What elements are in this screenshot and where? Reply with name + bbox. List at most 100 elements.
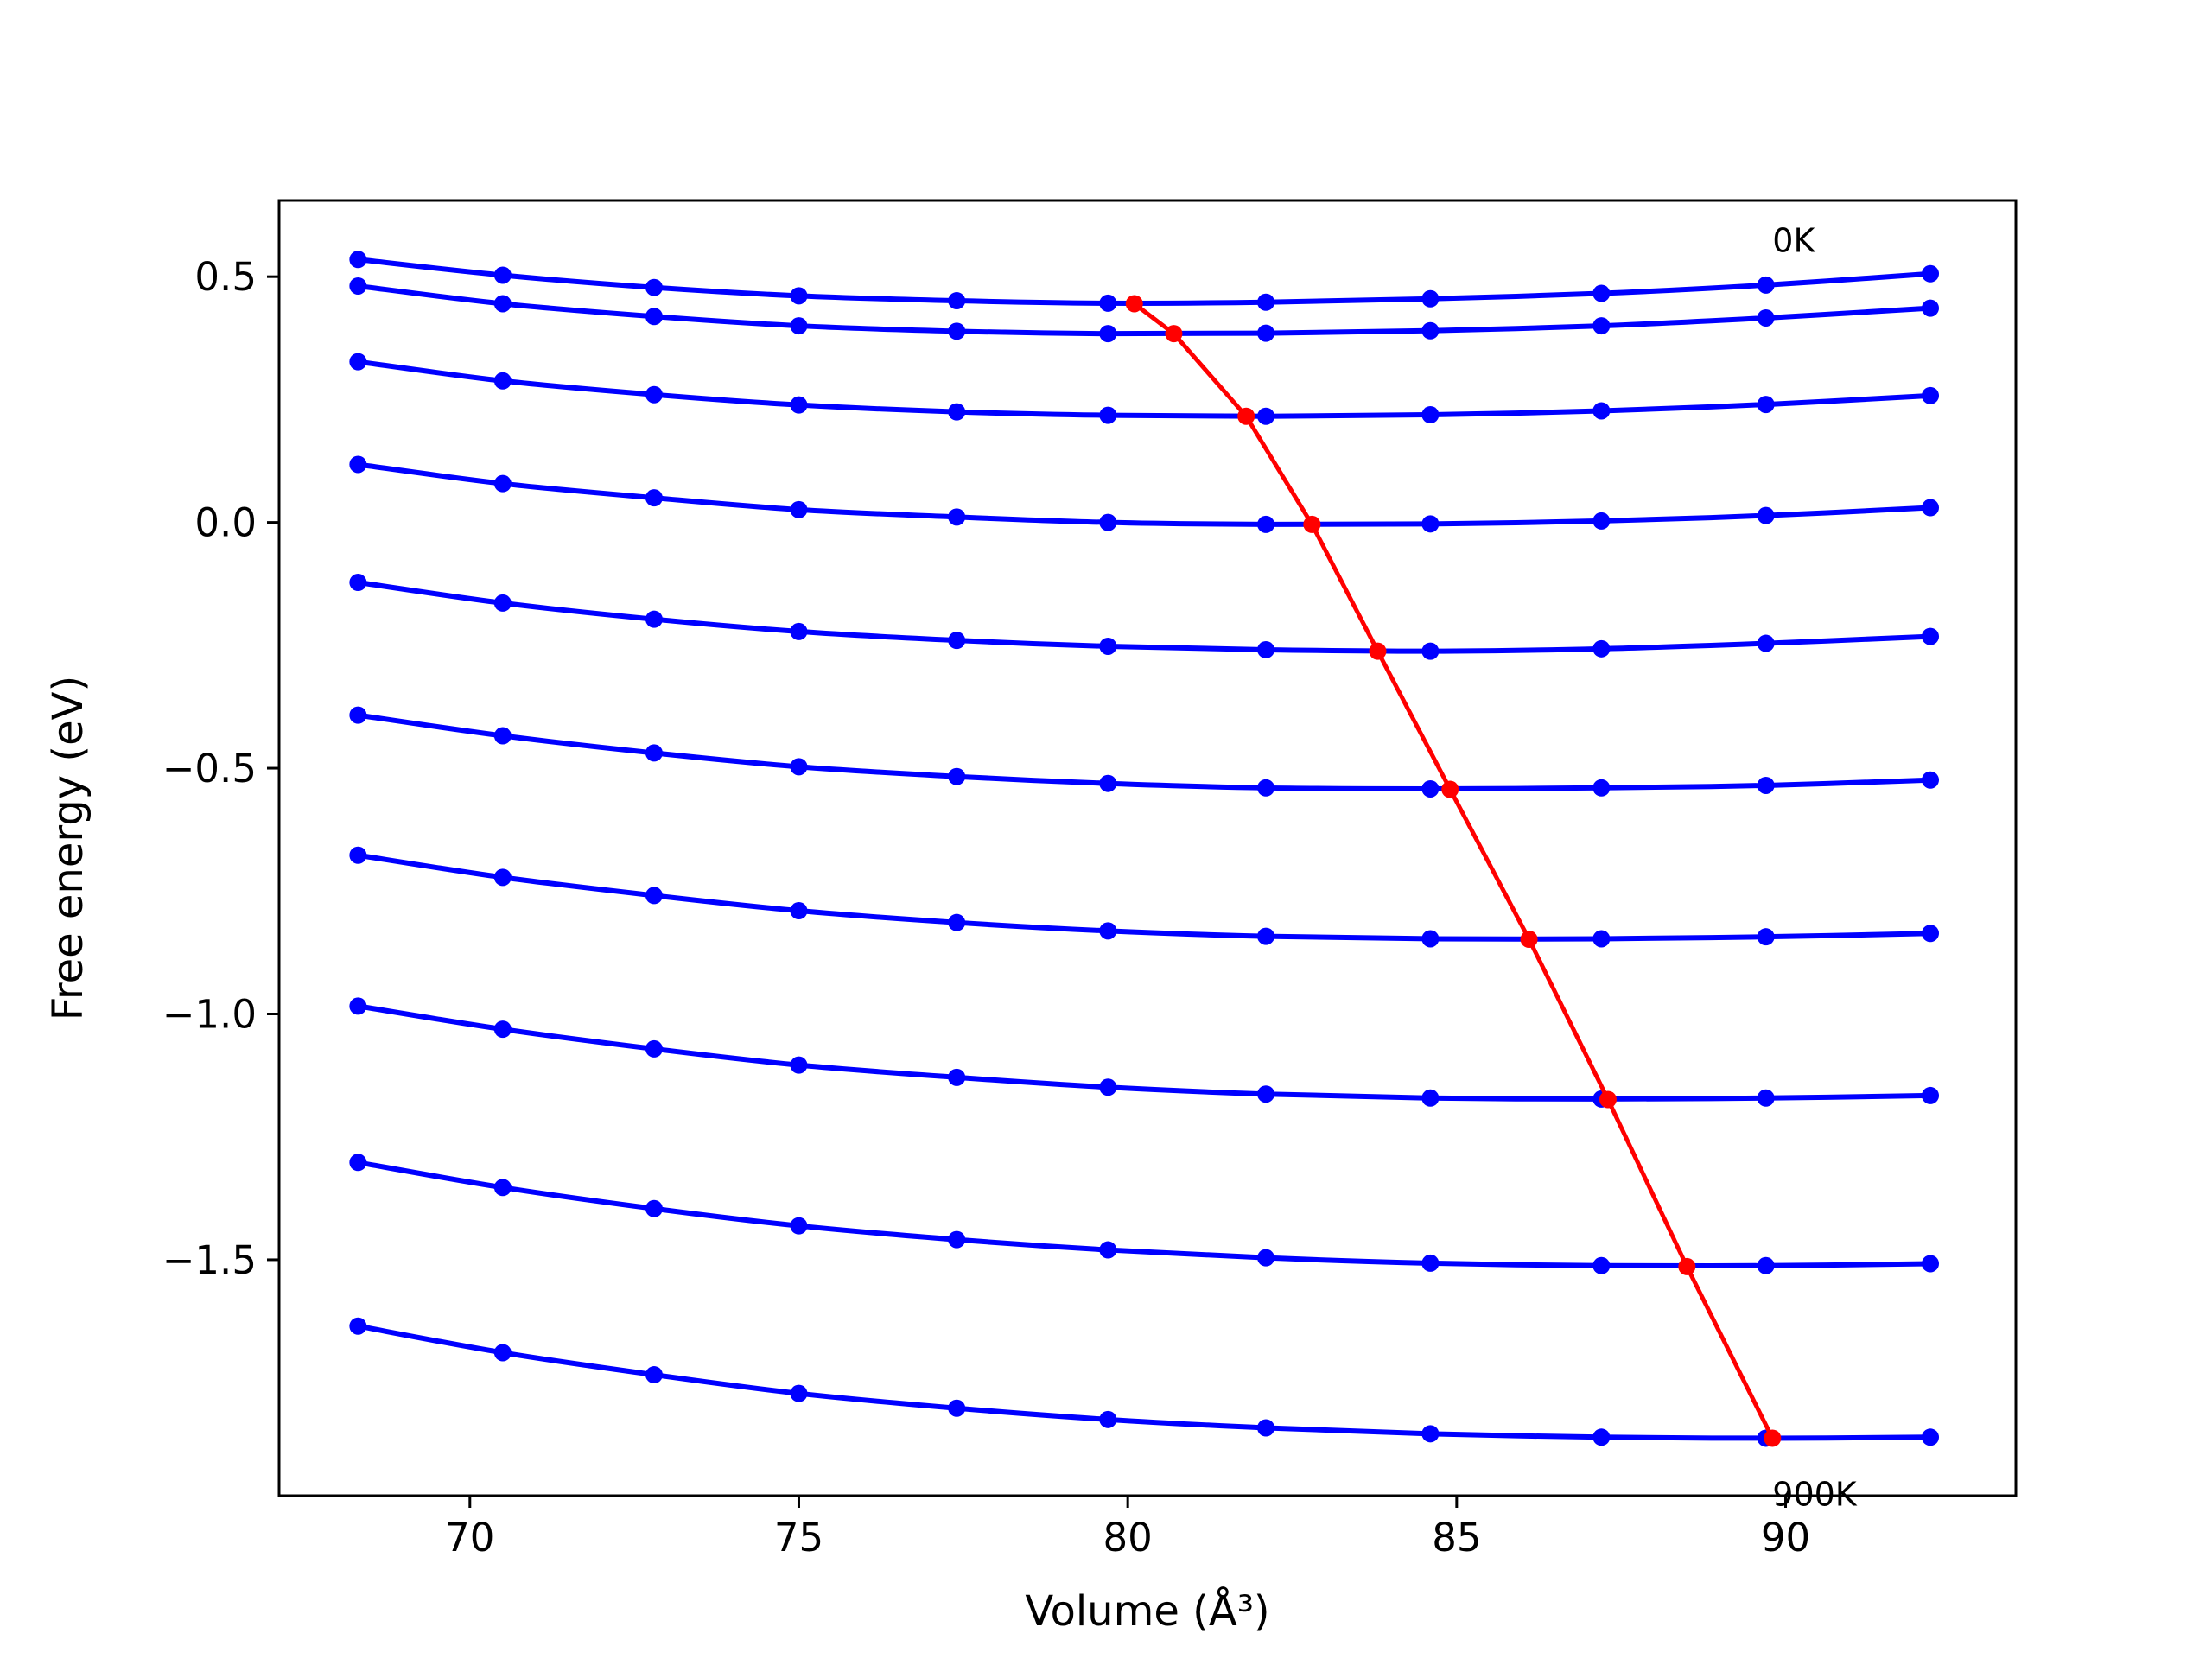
- minimum-point: [1678, 1257, 1696, 1275]
- data-point: [493, 1179, 512, 1197]
- data-point: [1099, 294, 1117, 312]
- data-point: [1257, 515, 1275, 533]
- data-point: [1099, 1241, 1117, 1259]
- data-point: [349, 251, 367, 269]
- energy-curve-1: [358, 257, 1931, 306]
- data-point: [1257, 1085, 1275, 1103]
- data-point: [1922, 386, 1940, 404]
- minimum-point: [1764, 1429, 1782, 1447]
- data-point: [349, 574, 367, 592]
- data-point: [349, 455, 367, 474]
- energy-curve-6: [357, 712, 1931, 791]
- data-point: [948, 292, 966, 310]
- y-axis-label: Free energy (eV): [44, 676, 92, 1020]
- x-axis-ticks: 70 75 80 85 90: [445, 1496, 1810, 1560]
- data-point: [1421, 1425, 1440, 1443]
- data-point: [1592, 402, 1611, 420]
- data-point: [790, 1217, 808, 1235]
- data-point: [645, 744, 663, 762]
- data-point: [349, 353, 367, 371]
- data-point: [1257, 640, 1275, 658]
- data-point: [790, 622, 808, 640]
- minimum-point: [1237, 407, 1255, 425]
- data-point: [1922, 499, 1940, 517]
- data-point: [645, 278, 663, 296]
- data-point: [493, 474, 512, 493]
- data-point: [948, 632, 966, 650]
- data-point: [1757, 308, 1775, 327]
- data-point: [1592, 779, 1611, 797]
- data-point: [1421, 321, 1440, 340]
- data-point: [645, 1039, 663, 1058]
- data-point: [349, 1317, 367, 1335]
- y-tick-label: −1.5: [162, 1237, 257, 1283]
- data-point: [790, 396, 808, 414]
- data-point: [645, 489, 663, 507]
- data-point: [1099, 774, 1117, 792]
- x-tick-label: 85: [1432, 1515, 1481, 1560]
- data-point: [645, 1199, 663, 1217]
- x-axis-label: Volume (Å³): [1025, 1586, 1269, 1636]
- data-point: [1421, 289, 1440, 308]
- x-tick-label: 80: [1103, 1515, 1153, 1560]
- y-tick-label: −1.0: [162, 991, 257, 1037]
- data-point: [493, 295, 512, 313]
- data-point: [493, 727, 512, 745]
- data-point: [1922, 925, 1940, 943]
- energy-curve-7: [357, 852, 1931, 942]
- data-point: [1421, 642, 1440, 660]
- data-point: [493, 266, 512, 284]
- data-point: [1099, 1078, 1117, 1096]
- data-point: [1257, 293, 1275, 311]
- data-point: [349, 846, 367, 864]
- data-point: [493, 868, 512, 887]
- data-point: [1099, 513, 1117, 531]
- data-point: [1757, 634, 1775, 652]
- x-tick-label: 75: [774, 1515, 823, 1560]
- data-point: [1922, 627, 1940, 645]
- curve-annotations: 0K 900K: [1772, 222, 1858, 1514]
- data-point: [1257, 927, 1275, 945]
- data-point: [1922, 1255, 1940, 1273]
- data-point: [1592, 639, 1611, 658]
- data-point: [1421, 406, 1440, 424]
- x-tick-label: 90: [1761, 1515, 1810, 1560]
- data-point: [1257, 407, 1275, 425]
- data-point: [1257, 324, 1275, 342]
- energy-curve-10: [357, 1323, 1931, 1441]
- data-point: [1099, 406, 1117, 424]
- data-point: [1099, 922, 1117, 940]
- data-point: [645, 308, 663, 326]
- data-point: [948, 403, 966, 421]
- minimum-path-line: [1133, 302, 1775, 1440]
- y-tick-label: 0.5: [194, 254, 257, 300]
- data-point: [349, 706, 367, 724]
- minimum-point: [1599, 1090, 1617, 1109]
- data-point: [1757, 1256, 1775, 1274]
- data-point: [1757, 276, 1775, 294]
- energy-curve-4: [357, 461, 1931, 528]
- data-point: [790, 902, 808, 920]
- energy-curve-3: [357, 359, 1931, 419]
- minimum-point: [1125, 295, 1143, 313]
- data-point: [1257, 779, 1275, 797]
- y-tick-label: 0.0: [194, 500, 257, 546]
- data-point: [1099, 325, 1117, 343]
- data-point: [493, 594, 512, 612]
- data-point: [948, 913, 966, 931]
- data-point: [1592, 1428, 1611, 1446]
- y-axis-ticks: 0.5 0.0 −0.5 −1.0 −1.5: [162, 254, 279, 1283]
- y-tick-label: −0.5: [162, 746, 257, 791]
- plot-frame: [277, 199, 2018, 1497]
- data-point: [790, 1384, 808, 1402]
- data-point: [1757, 928, 1775, 946]
- data-point: [790, 500, 808, 518]
- data-point: [493, 1344, 512, 1362]
- data-point: [1421, 515, 1440, 533]
- energy-curve-8: [357, 1003, 1931, 1102]
- data-point: [1099, 637, 1117, 655]
- data-point: [948, 1068, 966, 1086]
- data-point: [790, 287, 808, 305]
- minimum-point: [1303, 515, 1321, 533]
- data-point: [1592, 284, 1611, 302]
